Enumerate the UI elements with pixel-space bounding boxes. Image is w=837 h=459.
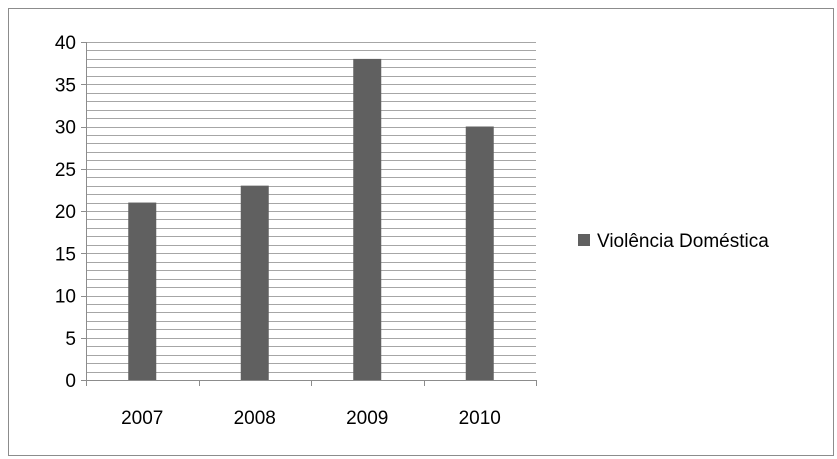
y-tick-label: 15: [55, 244, 76, 265]
chart-frame: 0 5 10 15 20 25 30 35 40 2007 2008 2009 2010 Violên…: [8, 8, 834, 456]
bar-2008: [240, 185, 269, 380]
x-tick-labels: 2007 2008 2009 2010: [121, 408, 501, 429]
bar-2009: [353, 58, 382, 381]
y-tick-label: 5: [65, 329, 76, 350]
axes: [81, 42, 537, 386]
legend-swatch: [578, 234, 590, 246]
gridlines: [86, 42, 536, 373]
legend-entry-label: Violência Doméstica: [597, 231, 769, 252]
x-tick-label: 2007: [121, 408, 163, 429]
y-tick-labels: 0 5 10 15 20 25 30 35 40: [55, 33, 76, 392]
bar-2010: [465, 126, 494, 380]
y-tick-label: 30: [55, 118, 76, 139]
y-tick-label: 25: [55, 160, 76, 181]
x-tick-label: 2008: [234, 408, 276, 429]
y-tick-label: 40: [55, 33, 76, 54]
y-tick-label: 10: [55, 287, 76, 308]
bar-2007: [128, 202, 157, 380]
bar-chart: 0 5 10 15 20 25 30 35 40 2007 2008 2009 2010 Violên…: [55, 33, 769, 429]
y-tick-label: 0: [65, 371, 76, 392]
y-tick-label: 35: [55, 75, 76, 96]
x-tick-label: 2009: [346, 408, 388, 429]
legend: Violência Doméstica: [578, 231, 769, 252]
bars: [128, 58, 494, 381]
x-tick-label: 2010: [459, 408, 501, 429]
y-tick-label: 20: [55, 202, 76, 223]
